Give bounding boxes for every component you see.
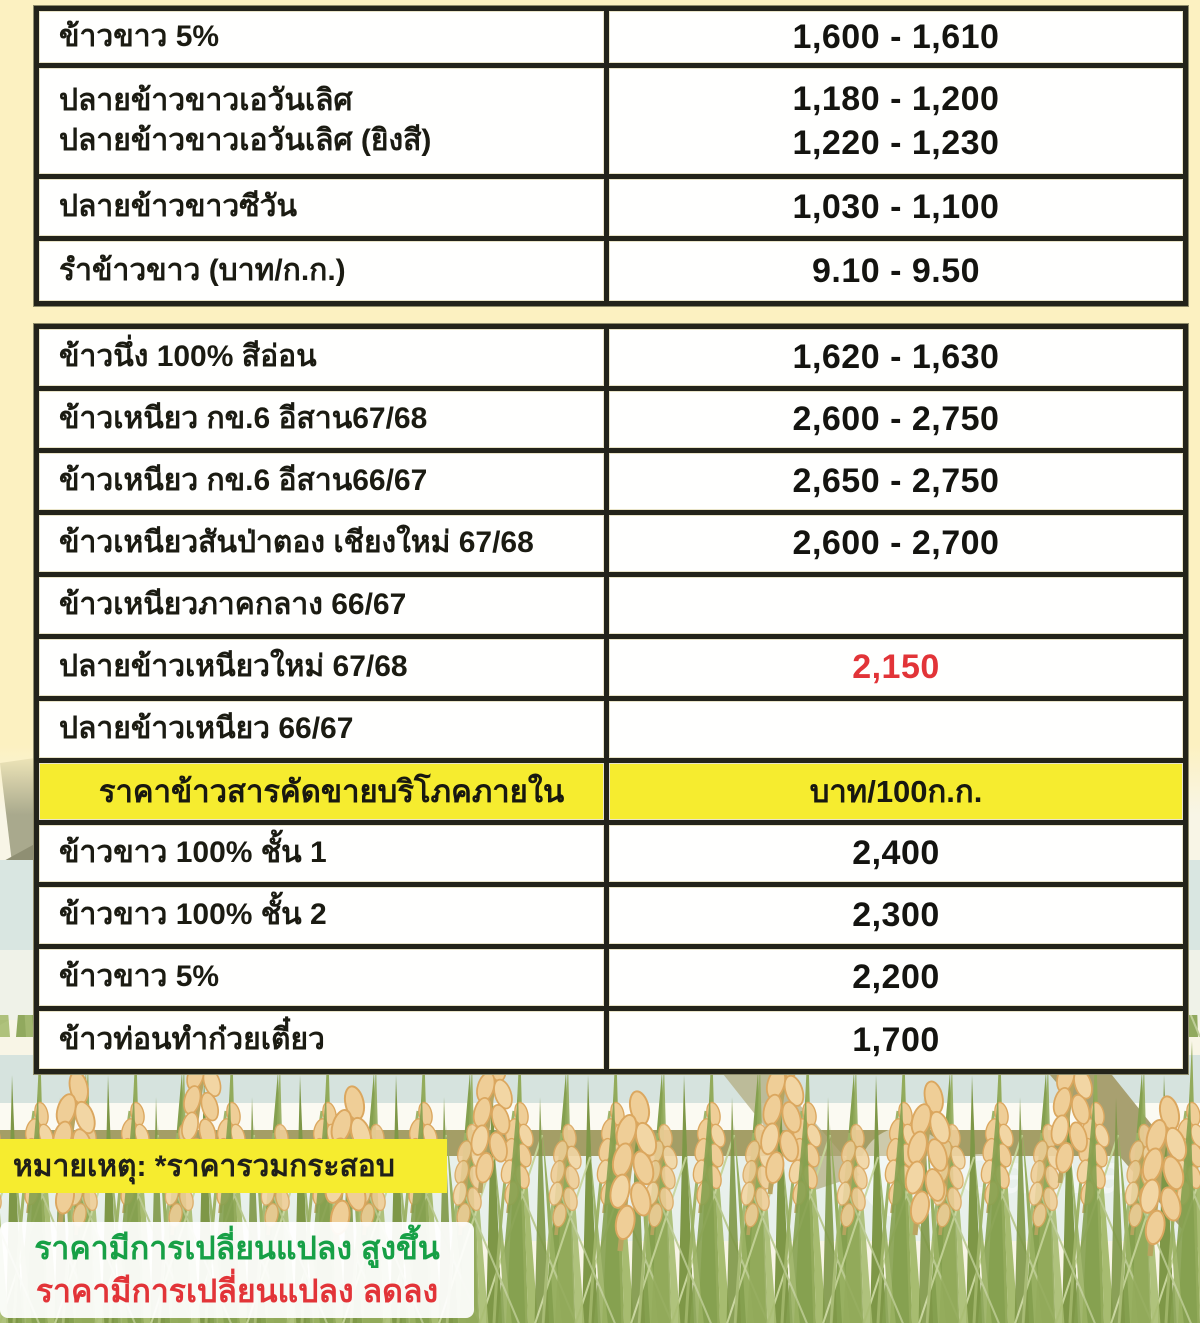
row-label: ปลายข้าวเหนียวใหม่ 67/68	[39, 639, 604, 696]
table-row: ปลายข้าวขาวซีวัน 1,030 - 1,100	[39, 179, 1183, 236]
table-row: ข้าวท่อนทำก๋วยเตี๋ยว 1,700	[39, 1011, 1183, 1069]
table-section-sticky-and-domestic: ข้าวนึ่ง 100% สีอ่อน 1,620 - 1,630 ข้าวเ…	[34, 324, 1188, 1074]
footnote-text: หมายเหตุ: *ราคารวมกระสอบ	[13, 1149, 395, 1183]
table-row: ปลายข้าวขาวเอวันเลิศ ปลายข้าวขาวเอวันเลิ…	[39, 68, 1183, 174]
table-row: ข้าวเหนียว กข.6 อีสาน66/67 2,650 - 2,750	[39, 453, 1183, 510]
legend-price-up: ราคามีการเปลี่ยนแปลง สูงขึ้น	[34, 1229, 440, 1266]
row-label: รำข้าวขาว (บาท/ก.ก.)	[39, 241, 604, 301]
table-row: ข้าวขาว 5% 1,600 - 1,610	[39, 11, 1183, 63]
table-row: ข้าวเหนียว กข.6 อีสาน67/68 2,600 - 2,750	[39, 391, 1183, 448]
table-header-row: ราคาข้าวสารคัดขายบริโภคภายใน บาท/100ก.ก.	[39, 763, 1183, 820]
row-label: ปลายข้าวขาวเอวันเลิศ ปลายข้าวขาวเอวันเลิ…	[39, 68, 604, 174]
row-value: 2,600 - 2,750	[609, 391, 1183, 448]
row-value: 2,650 - 2,750	[609, 453, 1183, 510]
row-value	[609, 577, 1183, 634]
rice-price-table: ข้าวขาว 5% 1,600 - 1,610 ปลายข้าวขาวเอวั…	[34, 6, 1188, 1074]
row-label: ข้าวขาว 5%	[39, 11, 604, 63]
row-value: 1,600 - 1,610	[609, 11, 1183, 63]
row-label: ข้าวนึ่ง 100% สีอ่อน	[39, 329, 604, 386]
row-label: ข้าวเหนียวสันป่าตอง เชียงใหม่ 67/68	[39, 515, 604, 572]
footnote-banner: หมายเหตุ: *ราคารวมกระสอบ	[0, 1139, 447, 1193]
table-row: ปลายข้าวเหนียวใหม่ 67/68 2,150	[39, 639, 1183, 696]
table-row: ข้าวขาว 100% ชั้น 2 2,300	[39, 887, 1183, 944]
row-value: 2,600 - 2,700	[609, 515, 1183, 572]
row-value: 2,150	[609, 639, 1183, 696]
row-label: ข้าวขาว 5%	[39, 949, 604, 1006]
legend-price-down: ราคามีการเปลี่ยนแปลง ลดลง	[35, 1272, 439, 1309]
row-label: ปลายข้าวเหนียว 66/67	[39, 701, 604, 758]
row-label: ข้าวท่อนทำก๋วยเตี๋ยว	[39, 1011, 604, 1069]
table-row: ปลายข้าวเหนียว 66/67	[39, 701, 1183, 758]
table-row: ข้าวเหนียวสันป่าตอง เชียงใหม่ 67/68 2,60…	[39, 515, 1183, 572]
row-label: ข้าวขาว 100% ชั้น 2	[39, 887, 604, 944]
legend-box: ราคามีการเปลี่ยนแปลง สูงขึ้น ราคามีการเป…	[0, 1222, 474, 1318]
row-label: ข้าวขาว 100% ชั้น 1	[39, 825, 604, 882]
row-value	[609, 701, 1183, 758]
table-row: รำข้าวขาว (บาท/ก.ก.) 9.10 - 9.50	[39, 241, 1183, 301]
row-value: 2,300	[609, 887, 1183, 944]
row-value: 9.10 - 9.50	[609, 241, 1183, 301]
row-label: ข้าวเหนียว กข.6 อีสาน66/67	[39, 453, 604, 510]
row-label: ข้าวเหนียว กข.6 อีสาน67/68	[39, 391, 604, 448]
table-row: ข้าวนึ่ง 100% สีอ่อน 1,620 - 1,630	[39, 329, 1183, 386]
table-row: ข้าวขาว 5% 2,200	[39, 949, 1183, 1006]
header-label: ราคาข้าวสารคัดขายบริโภคภายใน	[39, 763, 604, 820]
table-row: ข้าวขาว 100% ชั้น 1 2,400	[39, 825, 1183, 882]
header-unit: บาท/100ก.ก.	[609, 763, 1183, 820]
row-value: 1,700	[609, 1011, 1183, 1069]
row-value: 1,620 - 1,630	[609, 329, 1183, 386]
row-value: 1,180 - 1,200 1,220 - 1,230	[609, 68, 1183, 174]
row-label: ข้าวเหนียวภาคกลาง 66/67	[39, 577, 604, 634]
row-value: 2,400	[609, 825, 1183, 882]
row-value: 1,030 - 1,100	[609, 179, 1183, 236]
table-row: ข้าวเหนียวภาคกลาง 66/67	[39, 577, 1183, 634]
row-value: 2,200	[609, 949, 1183, 1006]
table-section-export: ข้าวขาว 5% 1,600 - 1,610 ปลายข้าวขาวเอวั…	[34, 6, 1188, 306]
row-label: ปลายข้าวขาวซีวัน	[39, 179, 604, 236]
